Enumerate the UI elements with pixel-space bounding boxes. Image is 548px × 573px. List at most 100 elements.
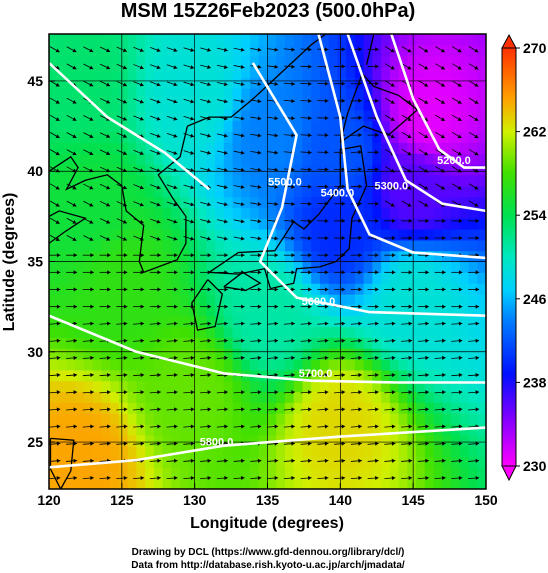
- field-cell: [49, 239, 59, 252]
- field-cell: [49, 99, 59, 111]
- field-cell: [381, 142, 391, 154]
- field-cell: [75, 120, 85, 133]
- field-cell: [372, 456, 382, 468]
- field-cell: [118, 218, 129, 230]
- field-cell: [145, 250, 155, 263]
- field-cell: [250, 99, 260, 111]
- field-cell: [424, 478, 435, 489]
- wind-arrow: [83, 235, 94, 241]
- field-cell: [442, 369, 452, 382]
- field-cell: [451, 153, 461, 165]
- field-cell: [153, 174, 164, 187]
- wind-arrow: [384, 407, 396, 412]
- field-cell: [49, 478, 59, 489]
- field-cell: [442, 294, 452, 306]
- field-cell: [145, 218, 155, 230]
- field-cell: [110, 142, 120, 154]
- wind-arrow: [300, 458, 312, 463]
- wind-arrow: [216, 47, 228, 52]
- wind-arrow: [384, 458, 396, 463]
- field-cell: [389, 478, 400, 489]
- field-cell: [258, 348, 269, 360]
- field-cell: [363, 153, 373, 165]
- field-cell: [101, 142, 111, 154]
- field-cell: [241, 77, 251, 89]
- field-cell: [232, 294, 242, 306]
- wind-arrow: [451, 63, 462, 70]
- field-cell: [162, 34, 172, 46]
- field-cell: [337, 239, 347, 252]
- wind-arrow: [451, 321, 463, 326]
- wind-arrow: [82, 355, 94, 360]
- field-cell: [486, 262, 495, 273]
- wind-arrow: [233, 184, 245, 189]
- field-cell: [433, 239, 443, 252]
- wind-arrow: [66, 200, 77, 207]
- wind-arrow: [417, 235, 429, 241]
- field-cell: [433, 120, 443, 133]
- field-cell: [206, 55, 216, 68]
- field-cell: [127, 44, 137, 57]
- field-cell: [319, 402, 330, 414]
- field-cell: [381, 164, 391, 176]
- field-cell: [407, 294, 417, 306]
- field-cell: [442, 467, 452, 479]
- field-cell: [162, 185, 172, 198]
- field-cell: [83, 380, 94, 393]
- field-cell: [206, 164, 216, 176]
- wind-arrow: [334, 321, 346, 326]
- field-cell: [75, 456, 85, 468]
- field-cell: [319, 456, 330, 468]
- field-cell: [284, 185, 295, 198]
- field-cell: [75, 380, 85, 393]
- wind-arrow: [451, 338, 463, 343]
- field-cell: [337, 55, 347, 68]
- field-cell: [250, 109, 260, 122]
- field-cell: [319, 153, 330, 165]
- wind-arrow: [418, 63, 429, 70]
- field-cell: [57, 380, 68, 393]
- field-cell: [407, 413, 417, 425]
- field-cell: [311, 99, 321, 111]
- field-cell: [328, 229, 339, 241]
- field-cell: [328, 478, 339, 489]
- field-cell: [223, 196, 234, 208]
- field-cell: [110, 250, 120, 263]
- field-cell: [215, 467, 225, 479]
- field-cell: [127, 142, 137, 154]
- wind-arrow: [401, 200, 412, 207]
- field-cell: [486, 153, 495, 164]
- field-cell: [276, 131, 286, 143]
- field-cell: [92, 478, 103, 489]
- wind-arrow: [66, 114, 77, 121]
- field-cell: [57, 174, 68, 187]
- field-cell: [118, 402, 129, 414]
- field-cell: [223, 326, 234, 338]
- field-cell: [258, 120, 269, 133]
- field-cell: [180, 99, 190, 111]
- field-cell: [424, 304, 435, 317]
- field-cell: [92, 109, 103, 122]
- field-cell: [442, 77, 452, 89]
- field-cell: [188, 434, 199, 447]
- field-cell: [477, 44, 486, 57]
- field-cell: [433, 478, 443, 489]
- field-cell: [451, 348, 461, 360]
- field-cell: [424, 369, 435, 382]
- wind-arrow: [66, 235, 77, 242]
- x-tick-label: 120: [37, 492, 61, 508]
- field-cell: [171, 478, 181, 489]
- field-cell: [407, 120, 417, 133]
- wind-arrow: [300, 390, 312, 395]
- field-cell: [188, 131, 199, 143]
- field-cell: [372, 359, 382, 371]
- field-cell: [451, 34, 461, 46]
- wind-arrow: [367, 150, 379, 155]
- wind-arrow: [99, 132, 111, 138]
- field-cell: [110, 77, 120, 89]
- wind-arrow: [300, 475, 312, 481]
- wind-arrow: [434, 475, 446, 481]
- field-cell: [127, 348, 137, 360]
- field-cell: [206, 359, 216, 371]
- field-cell: [206, 153, 216, 165]
